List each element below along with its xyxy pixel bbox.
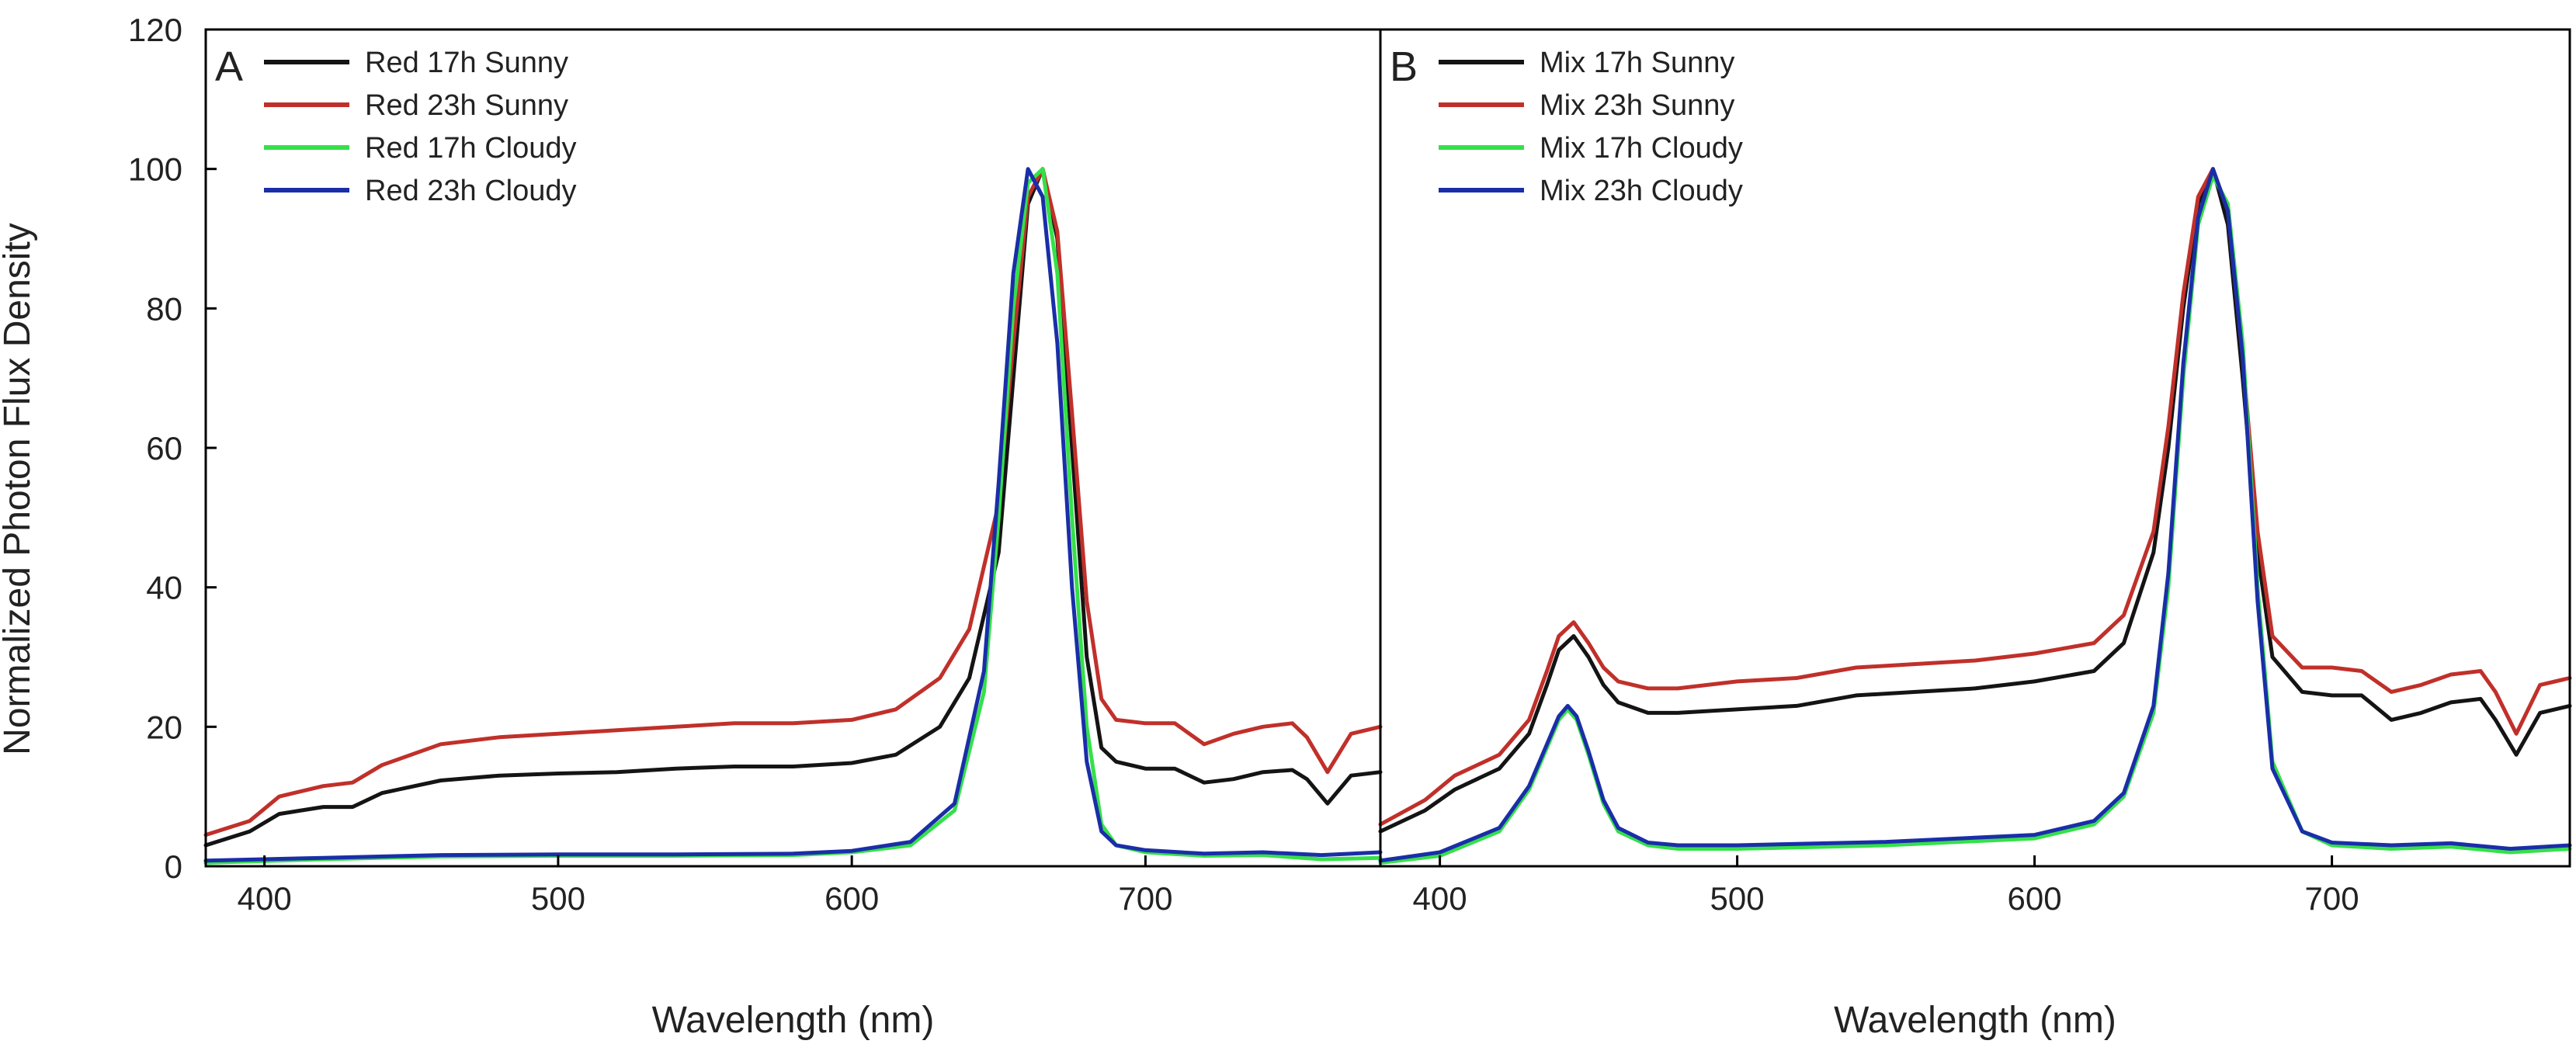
x-tick-label: 700 [2305, 880, 2359, 917]
panel-letter: A [215, 43, 243, 90]
series-line-red-17h-cloudy [203, 167, 1383, 865]
legend-label: Red 23h Cloudy [365, 175, 577, 207]
legend-label: Red 17h Sunny [365, 47, 568, 79]
x-tick-label: 500 [1710, 880, 1765, 917]
y-tick-label: 0 [165, 848, 182, 885]
series-line-mix-23h-sunny [1378, 167, 2572, 827]
x-axis-title: Wavelength (nm) [652, 1000, 935, 1041]
series-line-mix-17h-cloudy [1378, 174, 2572, 865]
x-tick-label: 600 [2008, 880, 2062, 917]
legend-label: Mix 17h Cloudy [1540, 132, 1743, 165]
y-tick-label: 60 [146, 430, 182, 467]
series-line-red-17h-sunny [203, 167, 1383, 848]
panel-letter: B [1390, 43, 1418, 90]
plot-frame [1379, 28, 2571, 868]
series-line-mix-17h-sunny [1378, 167, 2572, 834]
y-tick-label: 80 [146, 290, 182, 327]
series-line-mix-23h-cloudy [1378, 167, 2572, 863]
x-tick-label: 600 [825, 880, 879, 917]
x-axis-title: Wavelength (nm) [1834, 1000, 2116, 1041]
panel-b: 400 500 600 700 Wavelength (nm) B Mix 17h Sunn… [1378, 28, 2572, 1041]
x-tick-label: 400 [1413, 880, 1467, 917]
legend-label: Mix 23h Cloudy [1540, 175, 1743, 207]
legend-label: Mix 17h Sunny [1540, 47, 1734, 79]
y-axis-title: Normalized Photon Flux Density [0, 223, 38, 755]
x-tick-label: 700 [1118, 880, 1172, 917]
legend: Red 17h Sunny Red 23h Sunny Red 17h Cloudy… [264, 47, 577, 207]
y-tick-label: 20 [146, 709, 182, 745]
legend: Mix 17h Sunny Mix 23h Sunny Mix 17h Cloudy… [1439, 47, 1743, 207]
legend-label: Mix 23h Sunny [1540, 89, 1734, 122]
legend-label: Red 23h Sunny [365, 89, 568, 122]
y-tick-label: 40 [146, 570, 182, 606]
series-line-red-23h-sunny [203, 167, 1383, 838]
legend-label: Red 17h Cloudy [365, 132, 577, 165]
series-line-red-23h-cloudy [203, 167, 1383, 863]
y-tick-label: 100 [128, 151, 182, 188]
x-tick-label: 400 [238, 880, 292, 917]
panel-a: 0 20 40 60 80 100 120 400 500 600 700 Wavelength (n… [128, 12, 1383, 1041]
y-tick-label: 120 [128, 12, 182, 48]
x-tick-label: 500 [531, 880, 585, 917]
